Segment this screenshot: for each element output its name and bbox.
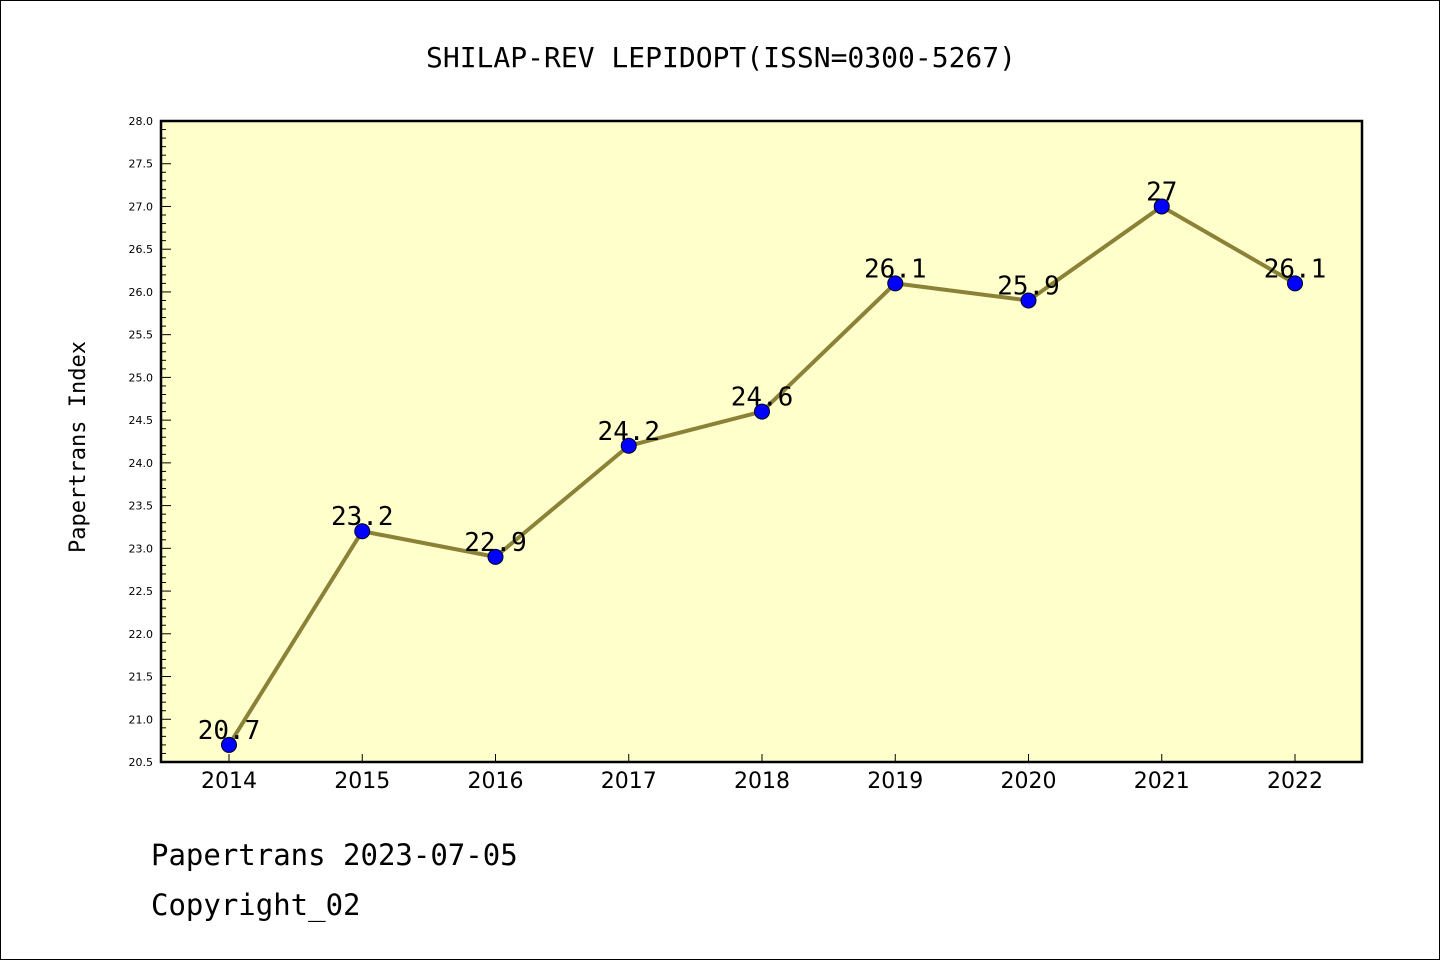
footer-copyright: Copyright_02 xyxy=(151,888,361,923)
data-point xyxy=(1153,198,1170,215)
x-tick-label: 2018 xyxy=(734,769,790,794)
data-label: 26.1 xyxy=(1264,254,1327,284)
x-tick-label: 2017 xyxy=(601,769,657,794)
series-line xyxy=(221,198,1303,753)
y-tick-label: 27.5 xyxy=(129,158,154,171)
x-axis: 2014 2015 2016 2017 2018 2019 2020 2021 2022 xyxy=(201,754,1323,794)
y-tick-label: 21.0 xyxy=(129,713,154,726)
x-tick-label: 2022 xyxy=(1267,769,1323,794)
y-tick-label: 23.5 xyxy=(129,500,154,513)
y-tick-label: 27.0 xyxy=(129,200,154,213)
y-axis-label: Papertrans Index xyxy=(66,341,91,553)
data-label: 26.1 xyxy=(864,254,927,284)
chart-title: SHILAP-REV LEPIDOPT(ISSN=0300-5267) xyxy=(426,41,1016,74)
y-tick-label: 23.0 xyxy=(129,542,154,555)
data-label: 23.2 xyxy=(331,502,394,532)
data-point xyxy=(1020,292,1037,309)
data-point xyxy=(887,275,904,292)
y-tick-label: 25.0 xyxy=(129,371,154,384)
data-point xyxy=(487,548,504,565)
footer-date: Papertrans 2023-07-05 xyxy=(151,838,518,872)
y-tick-label: 22.5 xyxy=(129,585,154,598)
data-labels: 20.7 23.2 22.9 24.2 24.6 26.1 25.9 27 26.1 xyxy=(198,177,1327,745)
data-label: 24.2 xyxy=(597,417,660,447)
x-tick-label: 2016 xyxy=(468,769,524,794)
x-tick-label: 2021 xyxy=(1134,769,1190,794)
y-tick-label: 22.0 xyxy=(129,628,154,641)
y-tick-label: 21.5 xyxy=(129,671,154,684)
data-point xyxy=(354,523,371,540)
y-tick-label: 20.5 xyxy=(129,756,154,769)
x-tick-label: 2020 xyxy=(1001,769,1057,794)
y-tick-label: 26.0 xyxy=(129,286,154,299)
data-label: 27 xyxy=(1146,177,1177,207)
x-tick-label: 2015 xyxy=(334,769,390,794)
data-point xyxy=(1287,275,1303,292)
y-tick-label: 24.0 xyxy=(129,457,154,470)
data-label: 20.7 xyxy=(198,716,261,746)
data-label: 22.9 xyxy=(464,528,527,558)
plot-area xyxy=(161,121,1362,762)
y-axis: 20.5 21.0 21.5 22.0 22.5 23.0 23.5 24.0 24.5 25.0… xyxy=(129,115,171,769)
y-tick-label: 25.5 xyxy=(129,329,154,342)
data-point xyxy=(620,437,637,454)
x-tick-label: 2014 xyxy=(201,769,257,794)
data-point xyxy=(754,403,770,420)
y-tick-label: 26.5 xyxy=(129,243,154,256)
y-tick-label: 28.0 xyxy=(129,115,154,128)
x-tick-label: 2019 xyxy=(867,769,923,794)
data-label: 24.6 xyxy=(731,383,794,413)
data-label: 25.9 xyxy=(997,271,1060,301)
y-tick-label: 24.5 xyxy=(129,414,154,427)
data-point xyxy=(221,736,237,753)
plot-border xyxy=(159,119,1364,764)
